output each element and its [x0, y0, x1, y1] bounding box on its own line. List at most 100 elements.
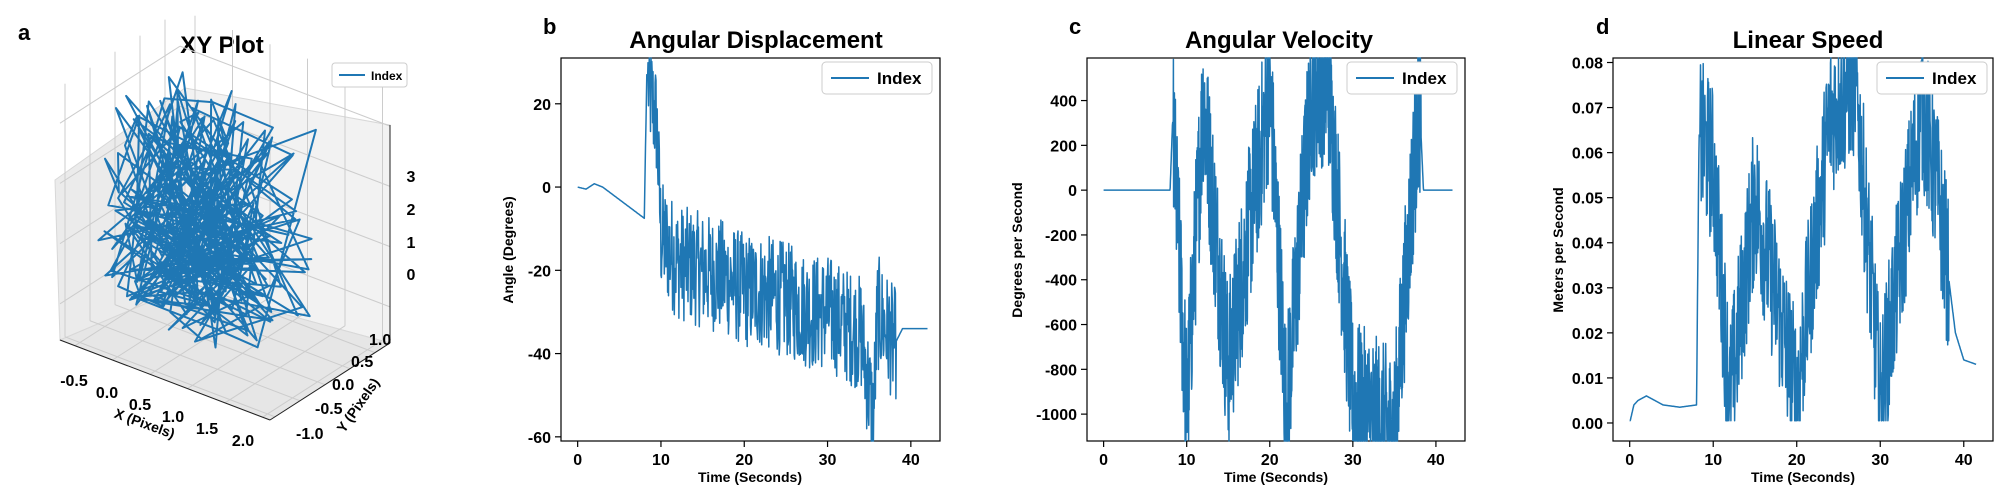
y-axis-label-b: Angle (Degrees) — [500, 196, 516, 303]
legend-label-b: Index — [877, 69, 922, 88]
panel-letter-c: c — [1069, 14, 1081, 39]
y-tick-label: 0.03 — [1572, 281, 1603, 298]
y-tick-label: 0.04 — [1572, 236, 1603, 253]
y-tick-label: -40 — [528, 347, 551, 364]
series-line-b — [577, 57, 928, 442]
grid-line — [262, 339, 383, 418]
legend-label-a: Index — [371, 69, 403, 83]
y-tick-label: 0 — [1068, 183, 1077, 200]
panel-letter-d: d — [1596, 14, 1609, 39]
x-tick-label: 30 — [1344, 452, 1362, 469]
y-tick-label: 0.01 — [1572, 371, 1603, 388]
panel-letter-b: b — [543, 14, 556, 39]
grid-3d — [59, 15, 391, 418]
panel-letter-a: a — [18, 20, 31, 45]
legend-box-c — [1346, 61, 1458, 95]
grid-line — [187, 311, 308, 389]
grid-line — [64, 336, 276, 418]
x-tick-label: 40 — [1427, 452, 1445, 469]
grid-line — [164, 272, 376, 354]
plot-area-c — [1086, 57, 1466, 442]
x-axis-label-d: Time (Seconds) — [1751, 469, 1855, 485]
x-axis-label-c: Time (Seconds) — [1224, 469, 1328, 485]
y-tick-label: 0 — [542, 180, 551, 197]
x-tick-label: -0.5 — [60, 373, 88, 390]
legend-box-d — [1876, 61, 1988, 95]
y-tick-label: 0.0 — [332, 377, 354, 394]
ticks-b: 0 10 20 30 40 -60 -40 -20 0 20 — [528, 97, 920, 469]
z-ticks-a: 0 1 2 3 — [407, 169, 416, 284]
x-tick-label: 0.5 — [129, 397, 151, 414]
panel-c: c Angular Velocity 0 10 20 30 40 -1000 -800 -60… — [1009, 14, 1466, 485]
grid-line — [114, 304, 326, 386]
y-axis-label-d: Meters per Second — [1550, 187, 1566, 312]
panel-b: b Angular Displacement 0 10 20 30 40 -60 -40 -2… — [500, 14, 941, 485]
chart-title-d: Linear Speed — [1733, 27, 1884, 54]
grid-line — [89, 320, 301, 402]
legend-d: Index — [1876, 61, 1988, 95]
series-line-c — [1103, 57, 1454, 442]
x-tick-label: 40 — [902, 452, 920, 469]
legend-box-b — [821, 61, 933, 95]
x-tick-label: 20 — [735, 452, 753, 469]
x-ticks-a: -0.5 0.0 0.5 1.0 1.5 2.0 — [60, 373, 254, 450]
y-tick-label: 20 — [533, 97, 551, 114]
y-tick-label: -200 — [1045, 228, 1077, 245]
x-tick-label: 0 — [1099, 452, 1108, 469]
legend-label-d: Index — [1932, 69, 1977, 88]
chart-title-b: Angular Displacement — [629, 27, 882, 54]
legend-label-c: Index — [1402, 69, 1447, 88]
x-tick-label: 10 — [1704, 452, 1722, 469]
plot-area-d — [1612, 57, 1994, 442]
y-tick-label: -600 — [1045, 318, 1077, 335]
x-tick-label: 2.0 — [232, 433, 254, 450]
legend-box-a — [331, 62, 408, 88]
x-tick-label: 40 — [1955, 452, 1973, 469]
ticks-c: 0 10 20 30 40 -1000 -800 -600 -400 -200 0 200 400 — [1036, 94, 1445, 469]
legend-b: Index — [821, 61, 933, 95]
grid-line — [59, 45, 181, 124]
x-axis-label-b: Time (Seconds) — [698, 469, 802, 485]
ticks-d: 0 10 20 30 40 0.00 0.01 0.02 0.03 0.04 0.05 0.06 0.0… — [1572, 56, 1973, 469]
y-tick-label: 0.00 — [1572, 416, 1603, 433]
y-tick-label: 400 — [1050, 94, 1077, 111]
chart-title-c: Angular Velocity — [1185, 27, 1374, 54]
y-axis-line-a — [269, 342, 391, 421]
x-tick-label: 20 — [1261, 452, 1279, 469]
y-tick-label: 0.02 — [1572, 326, 1603, 343]
grid-line — [179, 45, 391, 127]
y-tick-label: 0.05 — [1572, 191, 1603, 208]
legend-a: Index — [331, 62, 408, 88]
y-tick-label: 0.06 — [1572, 146, 1603, 163]
x-tick-label: 20 — [1788, 452, 1806, 469]
y-tick-label: -0.5 — [315, 401, 343, 418]
x-tick-label: 10 — [652, 452, 670, 469]
z-tick-label: 3 — [407, 169, 416, 186]
y-tick-label: -20 — [528, 263, 551, 280]
y-tick-label: -60 — [528, 430, 551, 447]
x-tick-label: 0.0 — [96, 385, 118, 402]
legend-c: Index — [1346, 61, 1458, 95]
z-tick-label: 2 — [407, 202, 416, 219]
y-tick-label: 1.0 — [369, 332, 391, 349]
y-tick-label: 0.5 — [351, 354, 373, 371]
y-axis-label-c: Degrees per Second — [1009, 182, 1025, 317]
y-tick-label: 0.07 — [1572, 101, 1603, 118]
z-tick-label: 1 — [407, 235, 416, 252]
x-tick-label: 1.5 — [196, 421, 218, 438]
chart-title-a: XY Plot — [180, 32, 264, 59]
x-tick-label: 0 — [573, 452, 582, 469]
plot-area-b — [560, 57, 941, 442]
x-tick-label: 30 — [819, 452, 837, 469]
grid-line — [224, 325, 346, 404]
z-tick-label: 0 — [407, 267, 416, 284]
y-tick-label: 200 — [1050, 138, 1077, 155]
x-tick-label: 0 — [1625, 452, 1634, 469]
y-tick-label: -1000 — [1036, 407, 1077, 424]
y-tick-label: 0.08 — [1572, 56, 1603, 73]
y-tick-label: -1.0 — [296, 426, 324, 443]
y-tick-label: -400 — [1045, 273, 1077, 290]
y-tick-label: -800 — [1045, 362, 1077, 379]
series-line-a — [97, 71, 317, 349]
